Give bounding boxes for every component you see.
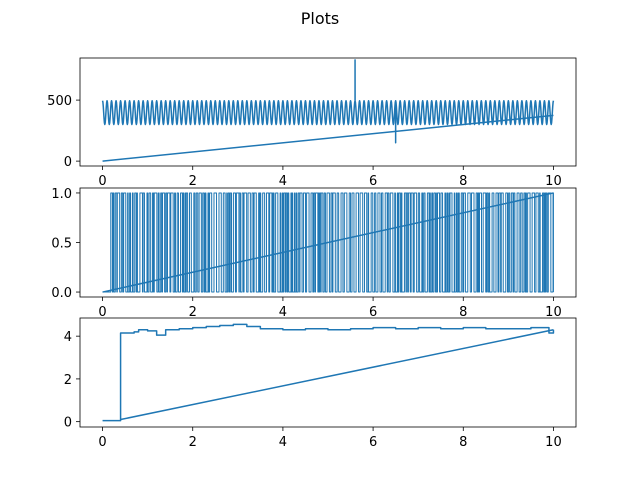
x-tick-label: 10 — [545, 305, 562, 320]
x-tick-label: 8 — [459, 305, 467, 320]
series-line-0 — [102, 323, 555, 422]
series-line-0 — [102, 192, 554, 293]
x-tick-label: 4 — [279, 305, 287, 320]
series-line-0 — [101, 59, 555, 144]
x-tick-label: 8 — [459, 435, 467, 450]
x-tick-label: 0 — [98, 435, 106, 450]
series-line-1 — [102, 114, 554, 162]
y-tick-label: 4 — [64, 330, 72, 345]
plot-area — [102, 192, 554, 293]
subplot-bottom: 0 2 4 6 8 10 0 2 4 — [64, 317, 577, 450]
x-tick-label: 4 — [279, 174, 287, 189]
x-tick-label: 2 — [189, 174, 197, 189]
x-tick-label: 4 — [279, 435, 287, 450]
x-tick-label: 6 — [369, 305, 377, 320]
y-tick-label: 2 — [64, 373, 72, 388]
x-tick-label: 6 — [369, 435, 377, 450]
x-tick-label: 10 — [545, 174, 562, 189]
x-tick-label: 2 — [189, 305, 197, 320]
plot-area — [101, 59, 555, 162]
series-line-1 — [102, 192, 554, 293]
axes-frame — [79, 317, 577, 428]
y-tick-label: 1.0 — [51, 187, 72, 202]
subplot-middle: 0 2 4 6 8 10 0.0 0.5 1.0 — [51, 187, 577, 320]
x-tick-label: 0 — [98, 174, 106, 189]
plot-area — [102, 323, 555, 422]
series-line-1 — [120, 329, 554, 421]
x-tick-label: 10 — [545, 435, 562, 450]
x-tick-label: 6 — [369, 174, 377, 189]
y-tick-label: 0.0 — [51, 286, 72, 301]
y-tick-label: 0.5 — [51, 237, 72, 252]
y-tick-label: 0 — [64, 416, 72, 431]
figure-title: Plots — [301, 9, 340, 28]
subplot-top: 0 2 4 6 8 10 0 500 — [47, 57, 577, 189]
x-tick-label: 0 — [98, 305, 106, 320]
x-tick-label: 8 — [459, 174, 467, 189]
axes-frame — [79, 57, 577, 167]
x-tick-label: 2 — [189, 435, 197, 450]
y-tick-label: 0 — [64, 155, 72, 170]
y-tick-label: 500 — [47, 94, 72, 109]
